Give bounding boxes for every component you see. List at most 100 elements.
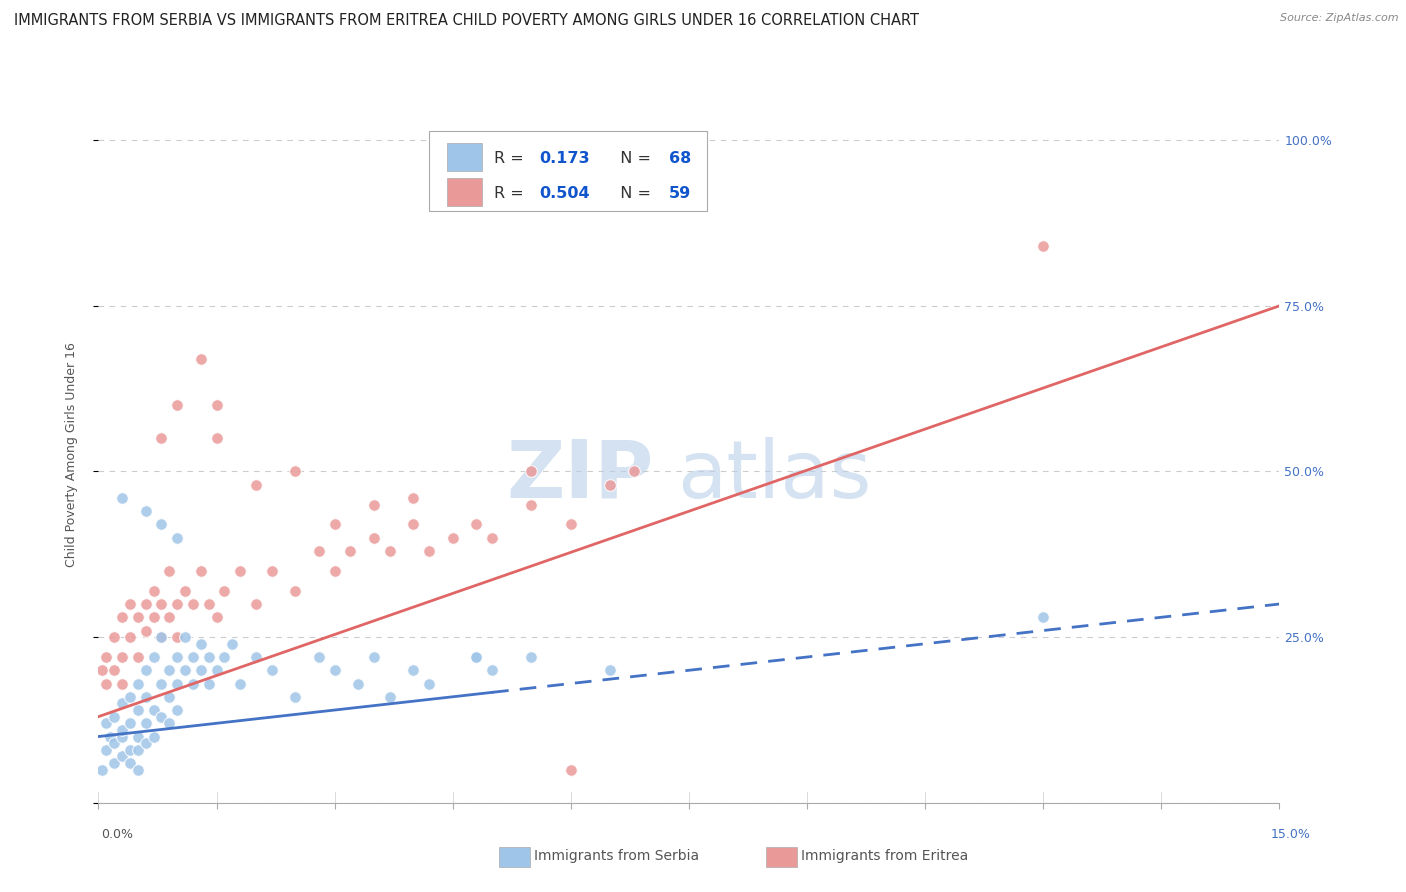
Point [91,663,114,677]
Point [127,730,149,744]
Point [245,650,267,665]
Point [181,597,204,611]
Point [560,763,582,777]
Point [323,517,346,532]
Point [599,477,621,491]
Point [465,517,488,532]
Point [127,763,149,777]
Text: N =: N = [610,186,657,201]
Point [157,690,180,704]
Point [260,663,283,677]
Text: Source: ZipAtlas.com: Source: ZipAtlas.com [1281,13,1399,23]
Point [111,723,134,737]
Point [135,624,157,638]
Point [308,544,330,558]
Point [174,630,197,644]
Point [284,583,307,598]
Point [103,736,125,750]
FancyBboxPatch shape [447,178,482,206]
Point [127,743,149,757]
Point [150,431,173,445]
Point [135,663,157,677]
Point [118,690,141,704]
Point [103,630,125,644]
Point [135,736,157,750]
Text: 0.504: 0.504 [538,186,589,201]
Point [111,749,134,764]
Point [465,650,488,665]
Point [229,564,252,578]
Text: ZIP: ZIP [506,437,654,515]
Point [142,730,165,744]
Point [205,663,228,677]
Point [308,650,330,665]
Point [181,676,204,690]
Point [284,690,307,704]
Text: Immigrants from Serbia: Immigrants from Serbia [534,849,699,863]
Point [378,690,401,704]
Point [135,716,157,731]
Point [181,650,204,665]
Point [96,676,118,690]
Point [150,597,173,611]
Point [103,756,125,770]
Point [150,630,173,644]
Text: 0.0%: 0.0% [101,828,134,840]
Point [127,650,149,665]
Point [418,676,440,690]
Point [323,663,346,677]
Point [111,491,134,505]
Point [142,703,165,717]
Point [363,498,385,512]
Point [142,610,165,624]
Point [111,676,134,690]
FancyBboxPatch shape [447,143,482,170]
Point [111,730,134,744]
Point [623,465,645,479]
Point [339,544,361,558]
Point [214,583,236,598]
Y-axis label: Child Poverty Among Girls Under 16: Child Poverty Among Girls Under 16 [65,343,77,567]
Point [190,564,212,578]
Point [245,477,267,491]
Point [190,637,212,651]
Point [157,564,180,578]
Point [118,743,141,757]
Point [190,663,212,677]
Point [166,531,188,545]
Point [260,564,283,578]
Point [197,597,219,611]
Point [135,597,157,611]
Point [96,743,118,757]
Point [205,610,228,624]
Point [205,398,228,412]
Point [157,716,180,731]
Point [174,583,197,598]
Point [111,697,134,711]
Point [284,465,307,479]
Point [174,663,197,677]
Point [127,610,149,624]
Point [111,650,134,665]
Point [197,650,219,665]
Point [150,517,173,532]
Point [378,544,401,558]
Point [323,564,346,578]
Point [481,663,503,677]
Point [166,398,188,412]
Text: 0.173: 0.173 [538,151,589,166]
Point [157,663,180,677]
Point [166,630,188,644]
Text: 15.0%: 15.0% [1271,828,1310,840]
Point [127,676,149,690]
Point [520,498,543,512]
Text: R =: R = [494,186,529,201]
Point [111,610,134,624]
Point [135,690,157,704]
Point [103,709,125,723]
Point [465,650,488,665]
Point [142,583,165,598]
Text: N =: N = [610,151,657,166]
Point [418,544,440,558]
Text: IMMIGRANTS FROM SERBIA VS IMMIGRANTS FROM ERITREA CHILD POVERTY AMONG GIRLS UNDE: IMMIGRANTS FROM SERBIA VS IMMIGRANTS FRO… [14,13,920,29]
